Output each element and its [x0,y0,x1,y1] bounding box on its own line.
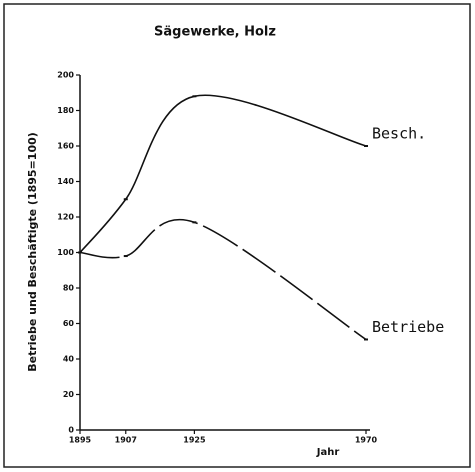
y-tick-label: 100 [57,248,74,257]
x-tick-label: 1907 [115,436,137,445]
y-tick-label: 80 [63,284,75,293]
y-tick-label: 20 [63,390,75,399]
y-tick-label: 160 [57,142,74,151]
y-axis-label: Betriebe und Beschäftigte (1895=100) [26,132,39,372]
series-label: Besch. [372,125,426,143]
frame [3,3,471,468]
y-tick-label: 40 [63,355,75,364]
y-tick-label: 60 [63,319,75,328]
x-axis-label: Jahr [316,447,340,458]
y-tick-label: 180 [57,106,74,115]
series-label: Betriebe [372,318,444,336]
series-line [79,94,367,254]
y-tick-label: 140 [57,177,74,186]
x-tick-label: 1895 [69,436,92,445]
y-tick-label: 120 [57,213,74,222]
chart-title: Sägewerke, Holz [154,25,276,40]
series-line [79,218,367,341]
y-tick-label: 200 [57,71,74,80]
x-tick-label: 1970 [355,436,378,445]
x-tick-label: 1925 [183,436,206,445]
y-tick-label: 0 [68,426,74,435]
